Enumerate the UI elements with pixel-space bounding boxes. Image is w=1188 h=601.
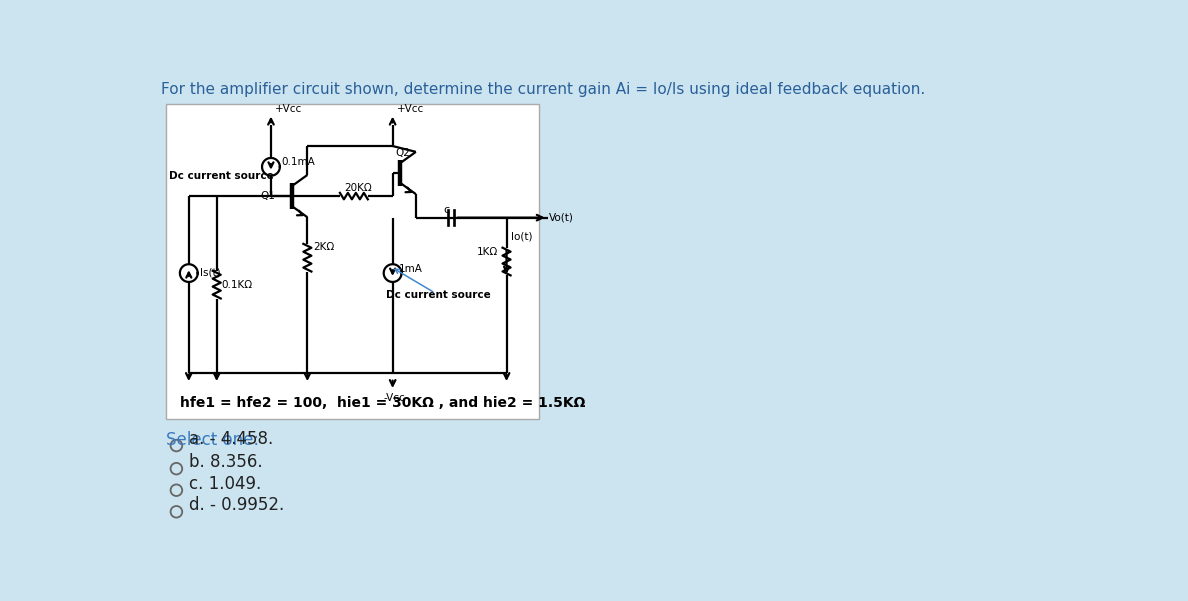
Text: hfe1 = hfe2 = 100,  hie1 = 30KΩ , and hie2 = 1.5KΩ: hfe1 = hfe2 = 100, hie1 = 30KΩ , and hie…	[179, 396, 584, 410]
Text: c. 1.049.: c. 1.049.	[189, 475, 261, 493]
Text: Dc current source: Dc current source	[386, 290, 491, 300]
Text: +Vcc: +Vcc	[274, 104, 302, 114]
Text: +Vcc: +Vcc	[397, 104, 424, 114]
Text: Select one:: Select one:	[165, 431, 259, 449]
Text: 20KΩ: 20KΩ	[343, 183, 372, 193]
Text: Is(t): Is(t)	[200, 267, 220, 278]
Text: 0.1KΩ: 0.1KΩ	[221, 281, 253, 290]
Text: b. 8.356.: b. 8.356.	[189, 453, 263, 471]
Text: Q1: Q1	[260, 191, 274, 201]
Text: Io(t): Io(t)	[511, 232, 532, 242]
Text: Q2: Q2	[396, 148, 411, 158]
Text: Dc current source: Dc current source	[170, 171, 274, 181]
Text: -Vcc: -Vcc	[384, 393, 405, 403]
Text: d. - 0.9952.: d. - 0.9952.	[189, 496, 284, 514]
Text: 2KΩ: 2KΩ	[312, 242, 334, 252]
Text: Vo(t): Vo(t)	[549, 213, 574, 222]
Text: 1KΩ: 1KΩ	[478, 248, 498, 257]
Text: For the amplifier circuit shown, determine the current gain Ai = Io/Is using ide: For the amplifier circuit shown, determi…	[160, 82, 925, 97]
Text: c: c	[443, 205, 449, 215]
Text: a. - 4.458.: a. - 4.458.	[189, 430, 273, 448]
Text: 0.1mA: 0.1mA	[282, 157, 316, 167]
Text: 1mA: 1mA	[399, 264, 423, 273]
FancyBboxPatch shape	[165, 104, 539, 419]
